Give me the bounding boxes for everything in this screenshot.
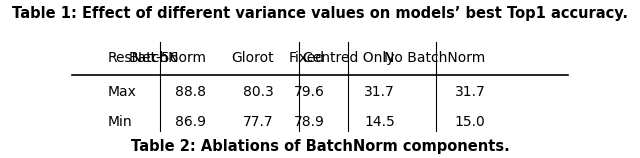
Text: 86.9: 86.9 — [175, 115, 206, 129]
Text: 78.9: 78.9 — [294, 115, 325, 129]
Text: 14.5: 14.5 — [364, 115, 395, 129]
Text: Glorot: Glorot — [231, 51, 273, 65]
Text: Centred Only: Centred Only — [303, 51, 395, 65]
Text: No BatchNorm: No BatchNorm — [384, 51, 486, 65]
Text: Table 2: Ablations of BatchNorm components.: Table 2: Ablations of BatchNorm componen… — [131, 139, 509, 154]
Text: Min: Min — [108, 115, 132, 129]
Text: Fixed: Fixed — [289, 51, 325, 65]
Text: Max: Max — [108, 85, 137, 99]
Text: 80.3: 80.3 — [243, 85, 273, 99]
Text: BatchNorm: BatchNorm — [128, 51, 206, 65]
Text: 79.6: 79.6 — [294, 85, 325, 99]
Text: 31.7: 31.7 — [364, 85, 395, 99]
Text: 77.7: 77.7 — [243, 115, 273, 129]
Text: 31.7: 31.7 — [455, 85, 486, 99]
Text: 15.0: 15.0 — [455, 115, 486, 129]
Text: 88.8: 88.8 — [175, 85, 206, 99]
Text: ResNet-56: ResNet-56 — [108, 51, 179, 65]
Text: Table 1: Effect of different variance values on models’ best Top1 accuracy.: Table 1: Effect of different variance va… — [12, 6, 628, 21]
